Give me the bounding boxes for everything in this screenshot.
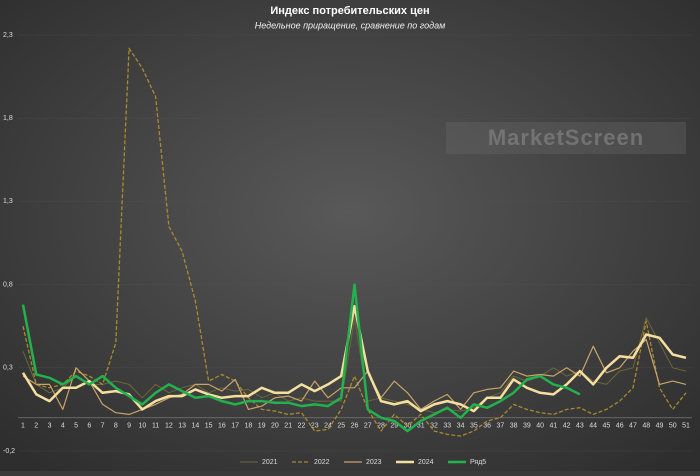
x-tick-label: 45 <box>603 423 611 430</box>
chart-title: Индекс потребительских цен <box>270 5 429 17</box>
x-tick-label: 42 <box>563 423 571 430</box>
series-line <box>21 283 581 433</box>
x-tick-label: 20 <box>271 423 279 430</box>
x-tick-label: 2 <box>34 423 38 430</box>
y-tick-label: 1,8 <box>3 115 13 122</box>
watermark: MarketScreen <box>488 125 644 150</box>
chart-subtitle: Недельное приращение, сравнение по годам <box>255 20 446 30</box>
x-tick-label: 46 <box>616 423 624 430</box>
x-tick-label: 13 <box>178 423 186 430</box>
x-tick-label: 28 <box>377 423 385 430</box>
y-tick-label: 2,3 <box>3 32 13 39</box>
x-tick-label: 7 <box>101 423 105 430</box>
x-tick-label: 27 <box>364 423 372 430</box>
legend-label: 2023 <box>366 459 382 466</box>
series-line <box>22 47 687 437</box>
x-tick-label: 10 <box>138 423 146 430</box>
x-tick-label: 43 <box>576 423 584 430</box>
x-tick-label: 34 <box>457 423 465 430</box>
x-tick-label: 50 <box>669 423 677 430</box>
y-tick-label: -0,2 <box>3 448 15 455</box>
x-tick-label: 24 <box>324 423 332 430</box>
x-tick-label: 1 <box>21 423 25 430</box>
x-tick-label: 14 <box>191 423 199 430</box>
x-tick-label: 12 <box>165 423 173 430</box>
x-tick-label: 39 <box>523 423 531 430</box>
x-tick-label: 15 <box>205 423 213 430</box>
legend-label: 2021 <box>262 459 278 466</box>
x-tick-label: 44 <box>589 423 597 430</box>
x-tick-label: 33 <box>443 423 451 430</box>
x-tick-label: 36 <box>483 423 491 430</box>
y-tick-label: 0,8 <box>3 281 13 288</box>
legend-label: 2024 <box>418 459 434 466</box>
x-tick-label: 32 <box>430 423 438 430</box>
x-tick-label: 9 <box>127 423 131 430</box>
x-tick-label: 29 <box>390 423 398 430</box>
y-tick-label: 0,3 <box>3 365 13 372</box>
legend-label: 2022 <box>314 459 330 466</box>
x-tick-label: 4 <box>61 423 65 430</box>
legend-label: Ряд5 <box>470 459 486 466</box>
x-tick-label: 26 <box>351 423 359 430</box>
watermark-box <box>446 122 686 154</box>
x-tick-label: 37 <box>496 423 504 430</box>
x-tick-label: 3 <box>48 423 52 430</box>
x-tick-label: 40 <box>536 423 544 430</box>
y-tick-label: 1,3 <box>3 198 13 205</box>
x-tick-label: 22 <box>298 423 306 430</box>
series-line <box>22 338 687 415</box>
x-tick-label: 49 <box>656 423 664 430</box>
x-tick-label: 11 <box>152 423 159 430</box>
x-tick-label: 35 <box>470 423 478 430</box>
x-tick-label: 6 <box>87 423 91 430</box>
x-tick-label: 16 <box>218 423 226 430</box>
x-tick-label: 48 <box>642 423 650 430</box>
x-tick-label: 51 <box>682 423 690 430</box>
x-tick-label: 41 <box>550 423 558 430</box>
x-tick-label: 23 <box>311 423 319 430</box>
x-tick-label: 25 <box>337 423 345 430</box>
x-tick-label: 31 <box>417 423 425 430</box>
x-tick-label: 47 <box>629 423 637 430</box>
x-tick-label: 17 <box>231 423 239 430</box>
x-tick-label: 19 <box>258 423 266 430</box>
x-tick-label: 18 <box>245 423 253 430</box>
x-tick-label: 21 <box>284 423 292 430</box>
x-tick-label: 38 <box>510 423 518 430</box>
x-tick-label: 8 <box>114 423 118 430</box>
x-tick-label: 5 <box>74 423 78 430</box>
